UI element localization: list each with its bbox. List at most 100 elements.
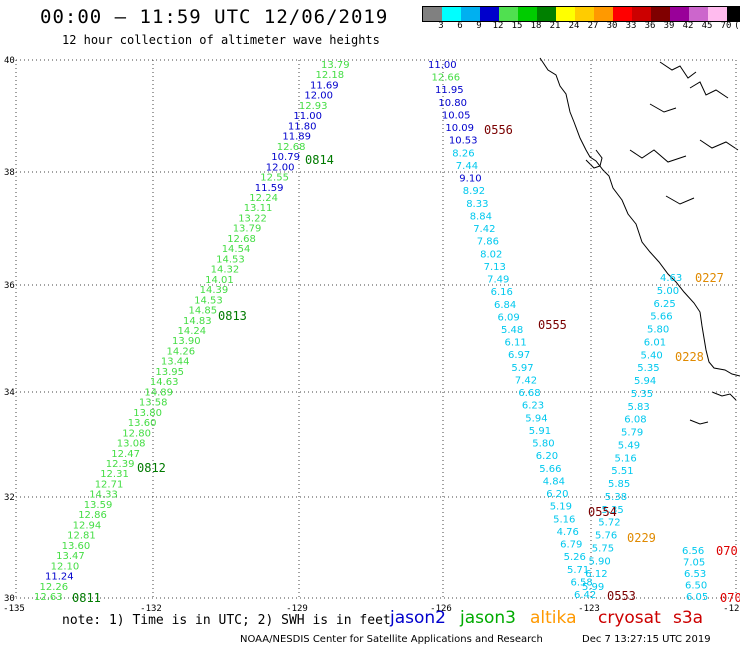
swh-value: 5.80 — [647, 325, 669, 336]
swh-value: 5.66 — [650, 312, 672, 323]
swh-value: 13.08 — [117, 439, 146, 450]
swh-value: 11.24 — [45, 572, 74, 583]
scale-swatch — [480, 7, 499, 21]
track-altika: 4.63 5.00 6.25 5.66 5.806.01 5.40 5.35 5.94 5.35… — [582, 273, 682, 593]
scale-swatch — [556, 7, 575, 21]
scale-label: 33 — [625, 21, 637, 31]
swh-value: 13.95 — [155, 367, 184, 378]
swh-value: 5.99 — [582, 582, 604, 593]
swh-value: 5.16 — [615, 453, 637, 464]
swh-value: 13.11 — [244, 203, 273, 214]
lat-tick-label: 30 — [4, 594, 15, 604]
scale-label: 18 — [530, 21, 542, 31]
swh-value: 13.79 — [233, 224, 262, 235]
lat-tick-label: 40 — [4, 56, 15, 66]
swh-value: 10.80 — [438, 98, 467, 109]
scale-label: 70 — [720, 21, 732, 31]
pass-id-label: 0556 — [484, 123, 513, 137]
graticule — [15, 59, 737, 599]
swh-value: 13.90 — [172, 336, 201, 347]
scale-label: 27 — [587, 21, 599, 31]
scale-label: 12 — [492, 21, 504, 31]
lon-tick-label: -132 — [140, 604, 162, 614]
swh-value: 12.55 — [260, 173, 289, 184]
swh-value: 13.79 — [321, 60, 350, 71]
legend-jason2: jason2 — [390, 608, 446, 628]
swh-value: 6.97 — [508, 350, 530, 361]
swh-value: 6.79 — [560, 540, 582, 551]
pass-id-label: 0813 — [218, 309, 247, 323]
scale-swatch — [613, 7, 632, 21]
scale-label: 15 — [511, 21, 523, 31]
swh-value: 4.63 — [660, 273, 682, 284]
swh-value: 12.94 — [73, 520, 102, 531]
swh-value: 12.68 — [277, 142, 306, 153]
swh-value: 6.09 — [498, 312, 520, 323]
lat-tick-label: 36 — [4, 281, 15, 291]
swh-value: 5.49 — [618, 440, 640, 451]
lon-tick-label: -135 — [3, 604, 25, 614]
swh-value: 5.80 — [532, 439, 554, 450]
pass-id-label: 0812 — [137, 461, 166, 475]
scale-label: 39 — [663, 21, 675, 31]
pass-id-label: 070 — [716, 544, 738, 558]
swh-value: 12.93 — [299, 101, 328, 112]
swh-value: 5.26 — [564, 552, 586, 563]
track-s3a: 6.567.056.536.506.05 — [682, 546, 708, 603]
scale-swatch — [727, 7, 740, 21]
scale-swatch — [499, 7, 518, 21]
generation-timestamp: Dec 7 13:27:15 UTC 2019 — [582, 634, 711, 645]
swh-value: 5.66 — [539, 464, 561, 475]
swh-value: 14.24 — [178, 326, 207, 337]
swh-value: 12.80 — [122, 428, 151, 439]
swh-value: 5.35 — [637, 363, 659, 374]
swh-value: 8.33 — [466, 199, 488, 210]
swh-value: 7.42 — [515, 376, 537, 387]
swh-value: 8.92 — [463, 186, 485, 197]
swh-value: 12.18 — [316, 70, 345, 81]
lat-tick-label: 38 — [4, 168, 15, 178]
swh-value: 5.83 — [628, 402, 650, 413]
scale-label: 24 — [568, 21, 580, 31]
legend-cryosat: cryosat — [598, 608, 661, 628]
pass-id-label: 0814 — [305, 153, 334, 167]
swh-value: 6.11 — [505, 338, 527, 349]
swh-value: 6.58 — [571, 577, 593, 588]
swh-value: 4.84 — [543, 476, 565, 487]
legend-jason3: jason3 — [460, 608, 516, 628]
swh-value: 6.12 — [585, 569, 607, 580]
swh-value: 6.08 — [624, 415, 646, 426]
swh-value: 11.00 — [428, 60, 457, 71]
swh-value: 12.63 — [34, 592, 63, 603]
swh-value: 14.33 — [89, 490, 118, 501]
lat-tick-label: 32 — [4, 493, 15, 503]
swh-value: 11.95 — [435, 85, 464, 96]
pass-id-label: 0555 — [538, 318, 567, 332]
swh-value: 14.83 — [183, 316, 212, 327]
scale-label: 42 — [682, 21, 694, 31]
footer-note: note: 1) Time is in UTC; 2) SWH is in fe… — [62, 613, 391, 628]
swh-value: 5.85 — [608, 479, 630, 490]
swh-value: 5.19 — [550, 502, 572, 513]
swh-value: 12.86 — [78, 510, 107, 521]
swh-value: 5.40 — [641, 350, 663, 361]
swh-value: 14.53 — [216, 254, 245, 265]
color-scale — [422, 6, 740, 22]
lat-tick-label: 34 — [4, 388, 15, 398]
satellite-tracks: 13.7912.1811.6912.0012.9311.0011.8011.89… — [34, 60, 708, 603]
swh-value: 5.91 — [529, 426, 551, 437]
lon-tick-label: -126 — [430, 604, 452, 614]
swh-value: 6.25 — [654, 299, 676, 310]
scale-swatch — [423, 7, 442, 21]
swh-value: 14.32 — [211, 265, 240, 276]
swh-value: 5.16 — [553, 514, 575, 525]
swh-value: 7.49 — [487, 275, 509, 286]
swh-value: 8.02 — [480, 249, 502, 260]
swh-value: 11.59 — [255, 183, 284, 194]
swh-value: 5.75 — [592, 543, 614, 554]
scale-label: 30 — [606, 21, 618, 31]
swh-value: 5.71 — [567, 565, 589, 576]
swh-value: 11.80 — [288, 121, 317, 132]
